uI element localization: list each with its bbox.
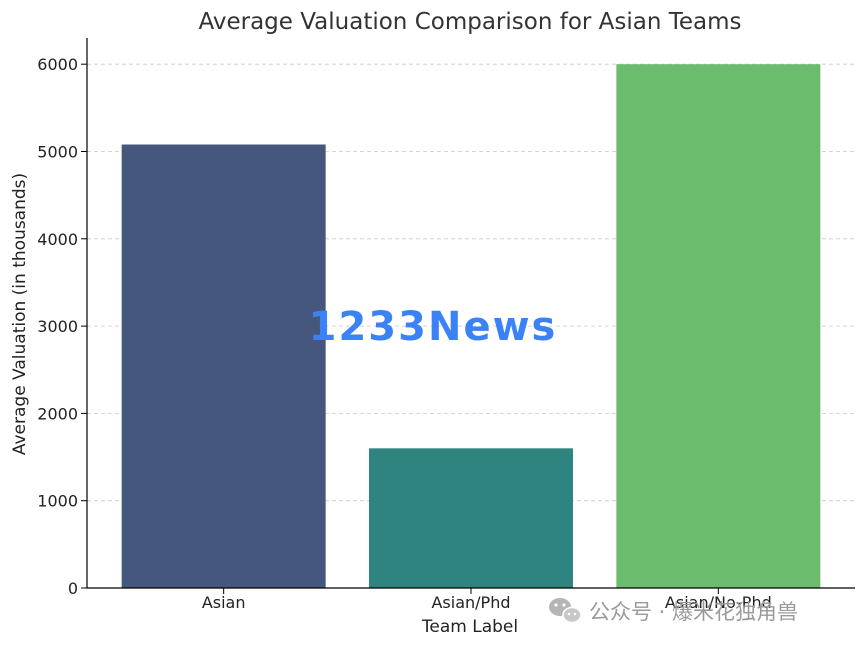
x-tick-label: Asian bbox=[202, 593, 246, 612]
watermark-text: 1233News bbox=[309, 304, 558, 350]
y-ticks: 0 1000 2000 3000 4000 5000 6000 bbox=[37, 55, 87, 598]
x-tick-label: Asian/Phd bbox=[431, 593, 510, 612]
bar-asian bbox=[121, 144, 326, 588]
y-tick-label: 1000 bbox=[37, 492, 78, 511]
x-ticks: Asian Asian/Phd Asian/No-Phd bbox=[202, 588, 772, 612]
bar-asian-phd bbox=[369, 448, 573, 588]
bar-asian-no-phd bbox=[616, 64, 821, 588]
y-tick-label: 2000 bbox=[37, 404, 78, 423]
y-tick-label: 3000 bbox=[37, 317, 78, 336]
y-tick-label: 0 bbox=[68, 579, 78, 598]
wechat-watermark-text: 公众号 · 爆米花独角兽 bbox=[589, 600, 798, 624]
x-tick-label: Asian/No-Phd bbox=[665, 593, 772, 612]
x-axis-label: Team Label bbox=[421, 617, 518, 637]
y-axis-label: Average Valuation (in thousands) bbox=[10, 173, 30, 455]
wechat-logo-icon bbox=[549, 598, 582, 624]
wechat-watermark: 公众号 · 爆米花独角兽 bbox=[549, 598, 798, 624]
y-tick-label: 5000 bbox=[37, 142, 78, 161]
y-tick-label: 4000 bbox=[37, 230, 78, 249]
bars bbox=[121, 64, 821, 588]
chart-title: Average Valuation Comparison for Asian T… bbox=[198, 9, 741, 35]
y-tick-label: 6000 bbox=[37, 55, 78, 74]
